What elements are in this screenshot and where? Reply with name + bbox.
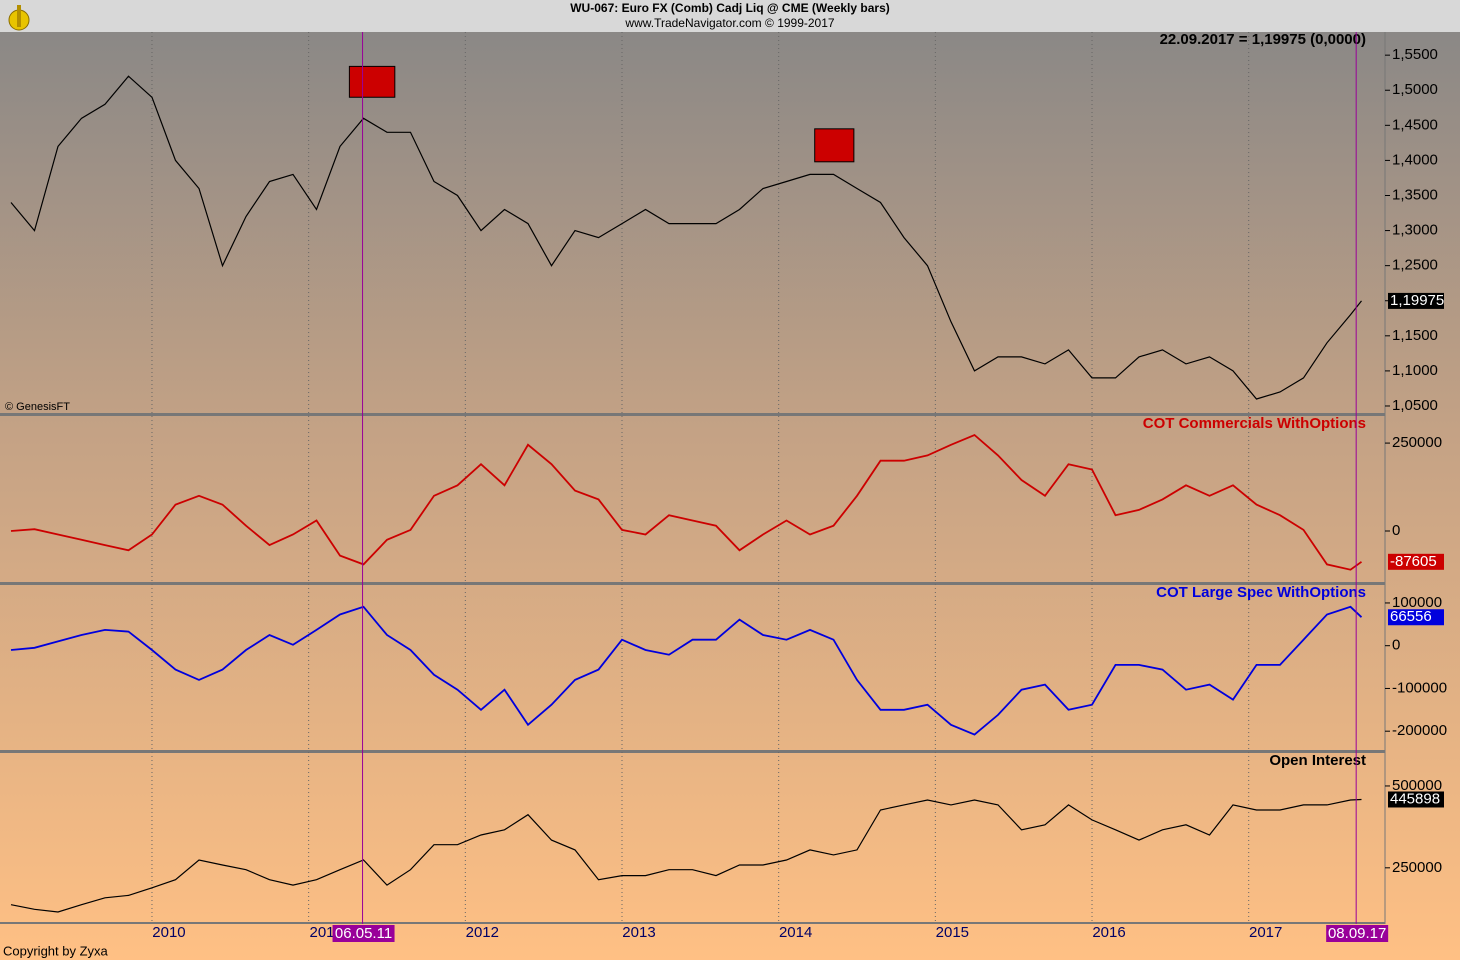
y-tick-label: 250000 <box>1392 434 1442 451</box>
panel-separator <box>0 922 1385 924</box>
source-note: © GenesisFT <box>5 401 70 413</box>
series-line <box>10 605 1363 736</box>
y-tick-label: -100000 <box>1392 679 1447 696</box>
x-tick-label: 2012 <box>466 924 499 941</box>
y-tick-label: 1,3000 <box>1392 222 1438 239</box>
marker-label: 08.09.17 <box>1328 925 1386 942</box>
marker-label-box <box>1326 925 1389 942</box>
header-subtitle: www.TradeNavigator.com © 1999-2017 <box>624 16 834 30</box>
panel-title: COT Commercials WithOptions <box>1143 415 1366 432</box>
y-tick-label: 1,2500 <box>1392 257 1438 274</box>
x-tick-label: 2014 <box>779 924 812 941</box>
y-tick-label: 1,5000 <box>1392 81 1438 98</box>
panel-separator <box>0 750 1385 753</box>
last-value-box <box>1388 609 1444 626</box>
y-tick-label: 500000 <box>1392 777 1442 794</box>
last-value-box <box>1388 791 1444 808</box>
y-tick-label: 1,3500 <box>1392 186 1438 203</box>
highlight-box <box>348 65 396 98</box>
last-value-label: 66556 <box>1390 608 1432 625</box>
x-tick-label: 2013 <box>622 924 655 941</box>
series-line <box>10 75 1362 400</box>
panel-title: Open Interest <box>1269 752 1366 769</box>
y-tick-label: 100000 <box>1392 594 1442 611</box>
last-value-box <box>1388 553 1444 570</box>
y-tick-label: 1,4000 <box>1392 151 1438 168</box>
panel-separator <box>0 413 1385 416</box>
y-tick-label: 1,1500 <box>1392 327 1438 344</box>
marker-label-box <box>332 925 395 942</box>
y-tick-label: 1,1000 <box>1392 362 1438 379</box>
series-line <box>10 798 1362 913</box>
panel-title: 22.09.2017 = 1,19975 (0,0000) <box>1160 31 1366 48</box>
footer: Copyright by Zyxa <box>3 943 109 958</box>
last-value-label: 1,19975 <box>1390 292 1444 309</box>
panel-title: COT Large Spec WithOptions <box>1156 584 1366 601</box>
header-bar <box>0 0 1460 32</box>
x-tick-label: 2016 <box>1092 924 1125 941</box>
y-tick-label: 250000 <box>1392 859 1442 876</box>
header-title: WU-067: Euro FX (Comb) Cadj Liq @ CME (W… <box>570 1 890 15</box>
logo <box>8 5 30 31</box>
last-value-label: -87605 <box>1390 553 1437 570</box>
series-line <box>10 433 1363 571</box>
last-value-box <box>1388 292 1444 309</box>
y-tick-label: 0 <box>1392 637 1400 654</box>
panel-separator <box>0 582 1385 585</box>
y-tick-label: 1,5500 <box>1392 46 1438 63</box>
x-tick-label: 2015 <box>936 924 969 941</box>
y-tick-label: 0 <box>1392 522 1400 539</box>
y-tick-label: -200000 <box>1392 722 1447 739</box>
x-tick-label: 2010 <box>152 924 185 941</box>
last-value-label: 445898 <box>1390 790 1440 807</box>
x-tick-label: 2017 <box>1249 924 1282 941</box>
y-tick-label: 1,4500 <box>1392 116 1438 133</box>
marker-label: 06.05.11 <box>335 925 392 942</box>
y-tick-label: 1,0500 <box>1392 397 1438 414</box>
highlight-box <box>814 128 855 163</box>
